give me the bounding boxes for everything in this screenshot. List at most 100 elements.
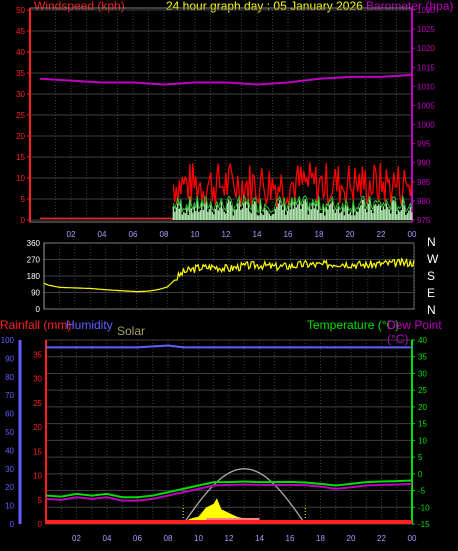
tick-label-right: 980 <box>417 197 431 206</box>
rain-tick-label: 20 <box>33 423 42 432</box>
x-tick-label: 14 <box>255 534 264 543</box>
tick-label-right: 1010 <box>417 82 435 91</box>
humidity-tick-label: 10 <box>5 502 14 511</box>
dewpoint-series <box>45 482 413 502</box>
x-tick-label: 12 <box>222 230 231 239</box>
rain-tick-label: 30 <box>33 375 42 384</box>
x-tick-label: 12 <box>225 534 234 543</box>
barometer-series <box>39 73 413 86</box>
x-tick-label: 20 <box>347 534 356 543</box>
temp-tick-label: 0 <box>418 470 423 479</box>
humidity-tick-label: 40 <box>5 446 14 455</box>
humidity-tick-label: 20 <box>5 483 14 492</box>
direction-tick-label: 180 <box>27 272 41 281</box>
tick-label-left: 20 <box>16 132 25 141</box>
x-tick-label: 16 <box>286 534 295 543</box>
temp-tick-label: 20 <box>418 403 427 412</box>
x-tick-label: 04 <box>98 230 107 239</box>
direction-series <box>43 257 415 293</box>
tick-label-left: 0 <box>21 216 26 225</box>
temp-tick-label: 40 <box>418 336 427 345</box>
humidity-series <box>46 344 412 349</box>
temp-tick-label: 35 <box>418 353 427 362</box>
tick-label-right: 995 <box>417 140 431 149</box>
x-tick-label: 04 <box>103 534 112 543</box>
solar-measured-area <box>183 498 275 524</box>
x-tick-label: 08 <box>164 534 173 543</box>
x-tick-label: 00 <box>408 230 417 239</box>
humidity-tick-label: 50 <box>5 428 14 437</box>
wind-direction-chart: 360 270 180 90 0 <box>27 239 415 314</box>
temp-tick-label: 25 <box>418 386 427 395</box>
temp-tick-label: -10 <box>418 503 430 512</box>
x-tick-label: 00 <box>408 534 417 543</box>
x-tick-label: 06 <box>129 230 138 239</box>
solar-curve <box>182 468 306 525</box>
tick-label-left: 15 <box>16 153 25 162</box>
tick-label-right: 1025 <box>417 25 435 34</box>
wind-barometer-chart: 0510152025303540455097598098599099510001… <box>16 6 435 239</box>
humidity-tick-label: 70 <box>5 391 14 400</box>
tick-label-left: 40 <box>16 48 25 57</box>
temperature-series <box>45 479 413 499</box>
compass-e: E <box>427 286 436 300</box>
direction-tick-label: 360 <box>27 239 41 248</box>
compass-w: W <box>427 252 439 266</box>
tick-label-right: 1020 <box>417 44 435 53</box>
tick-label-right: 1000 <box>417 121 435 130</box>
tick-label-left: 35 <box>16 69 25 78</box>
humidity-label: Humidity <box>66 318 113 332</box>
compass-n-top: N <box>427 235 436 249</box>
direction-tick-label: 0 <box>36 305 41 314</box>
temp-tick-label: 15 <box>418 420 427 429</box>
tick-label-left: 5 <box>21 195 26 204</box>
tick-label-right: 1015 <box>417 63 435 72</box>
x-tick-label: 08 <box>160 230 169 239</box>
x-tick-label: 16 <box>284 230 293 239</box>
x-tick-label: 06 <box>133 534 142 543</box>
temp-tick-label: 5 <box>418 453 423 462</box>
temp-tick-label: -15 <box>418 520 430 529</box>
tick-label-left: 10 <box>16 174 25 183</box>
temp-tick-label: 30 <box>418 369 427 378</box>
direction-tick-label: 270 <box>27 256 41 265</box>
humidity-tick-label: 60 <box>5 410 14 419</box>
x-tick-label: 20 <box>346 230 355 239</box>
temp-tick-label: -5 <box>418 487 426 496</box>
compass-labels: N W S E N <box>427 235 441 320</box>
tick-label-right: 975 <box>417 216 431 225</box>
x-tick-label: 22 <box>377 230 386 239</box>
tick-label-right: 1005 <box>417 101 435 110</box>
x-tick-label: 22 <box>377 534 386 543</box>
rain-tick-label: 10 <box>33 472 42 481</box>
compass-s: S <box>427 269 436 283</box>
humidity-tick-label: 80 <box>5 373 14 382</box>
dewpoint-label: Dew Point (°C) <box>387 318 442 346</box>
x-tick-label: 18 <box>316 534 325 543</box>
tick-label-right: 990 <box>417 159 431 168</box>
tick-label-left: 50 <box>16 6 25 15</box>
temperature-label: Temperature (°C) <box>307 318 400 332</box>
humidity-tick-label: 100 <box>1 336 15 345</box>
rain-baseline <box>46 520 412 524</box>
wind-gust-series <box>172 162 413 208</box>
rain-humidity-temperature-chart: -15-10-505101520253035400102030405060708… <box>1 336 430 543</box>
rain-tick-label: 15 <box>33 447 42 456</box>
humidity-tick-label: 90 <box>5 354 14 363</box>
rain-small <box>206 518 260 520</box>
temp-tick-label: 10 <box>418 436 427 445</box>
x-tick-label: 14 <box>253 230 262 239</box>
tick-label-right: 985 <box>417 178 431 187</box>
tick-label-right: 1030 <box>417 6 435 15</box>
solar-label: Solar <box>117 324 146 338</box>
x-tick-label: 18 <box>315 230 324 239</box>
compass-n-bottom: N <box>427 303 436 317</box>
direction-tick-label: 90 <box>31 289 40 298</box>
x-tick-label: 10 <box>191 230 200 239</box>
rain-tick-label: 5 <box>38 496 43 505</box>
x-tick-label: 10 <box>194 534 203 543</box>
rain-tick-label: 0 <box>38 520 43 529</box>
humidity-tick-label: 0 <box>10 520 15 529</box>
humidity-tick-label: 30 <box>5 465 14 474</box>
